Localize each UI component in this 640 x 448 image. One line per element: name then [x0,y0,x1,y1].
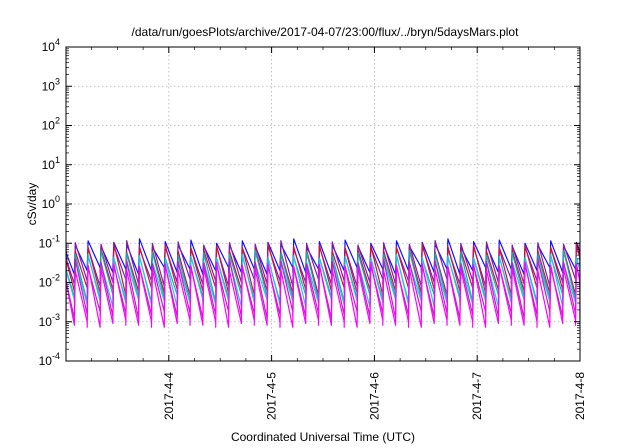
grid-lines [66,47,580,361]
x-tick-label: 2017-4-6 [367,372,381,420]
series-line [66,261,580,328]
y-axis-label: cSv/day [25,183,39,226]
chart-title: /data/run/goesPlots/archive/2017-04-07/2… [132,25,520,39]
y-tick-label: 10-3 [39,312,60,329]
x-tick-label: 2017-4-7 [470,372,484,420]
y-tick-label: 102 [42,116,60,133]
x-tick-label: 2017-4-8 [573,372,587,420]
y-tick-label: 10-4 [39,351,60,368]
series-layer [66,238,580,328]
x-tick-label: 2017-4-5 [265,372,279,420]
y-tick-labels: 10-4 10-3 10-2 10-1 100 101 102 103 104 [39,37,60,368]
y-tick-label: 10-2 [39,273,60,290]
axis-ticks [66,46,581,362]
series-line [66,253,580,308]
y-tick-label: 103 [42,76,60,93]
x-tick-labels: 2017-4-4 2017-4-5 2017-4-6 2017-4-7 2017-4-8 [162,372,587,420]
y-tick-label: 101 [42,155,60,172]
x-tick-label: 2017-4-4 [162,372,176,420]
y-tick-label: 100 [42,194,60,211]
y-tick-label: 10-1 [39,233,60,250]
series-line [66,238,580,276]
y-tick-label: 104 [42,37,60,54]
x-axis-label: Coordinated Universal Time (UTC) [231,430,415,444]
